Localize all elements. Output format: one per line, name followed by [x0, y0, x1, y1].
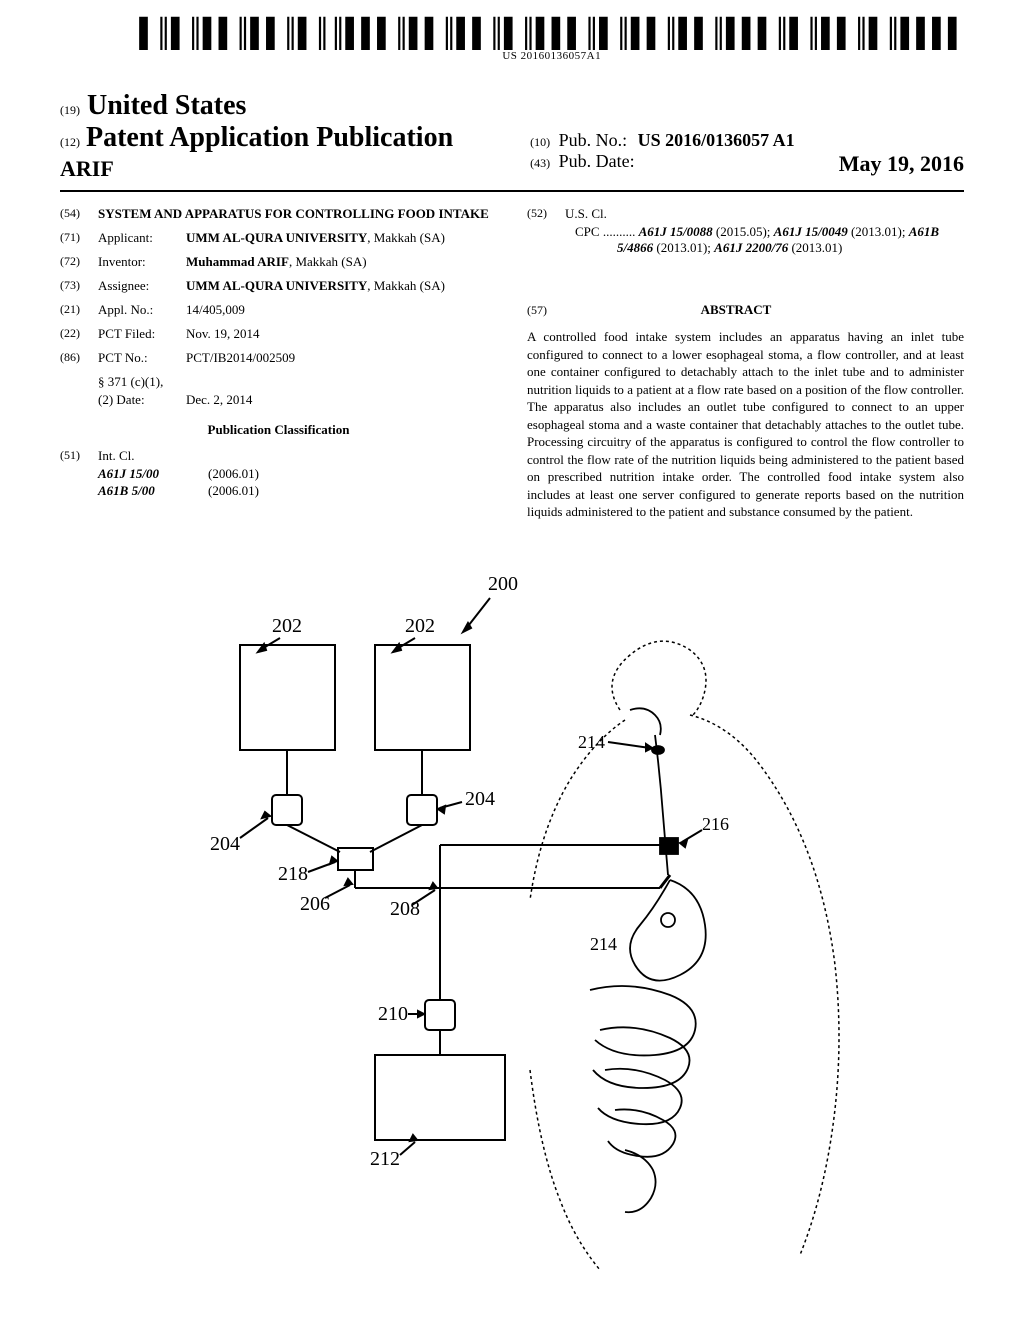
code-86: (86) — [60, 350, 98, 365]
cpc-classification: CPC .......... A61J 15/0088 (2015.05); A… — [617, 224, 964, 256]
code-73: (73) — [60, 278, 98, 293]
applno-value: 14/405,009 — [186, 302, 497, 318]
applicant-label: Applicant: — [98, 230, 186, 246]
cpc-3-date: (2013.01); — [656, 240, 711, 255]
code-71: (71) — [60, 230, 98, 245]
applicant-name: UMM AL-QURA UNIVERSITY — [186, 230, 367, 245]
ref-200: 200 — [488, 573, 518, 595]
pctno-value: PCT/IB2014/002509 — [186, 350, 497, 366]
s371-date-value: Dec. 2, 2014 — [186, 392, 497, 408]
intcl-2-code: A61B 5/00 — [98, 483, 208, 499]
left-column: (54) SYSTEM AND APPARATUS FOR CONTROLLIN… — [60, 206, 497, 521]
ref-212: 212 — [370, 1148, 400, 1170]
pub-date-value: May 19, 2016 — [839, 151, 964, 177]
ref-204b: 204 — [465, 788, 495, 810]
ref-218: 218 — [278, 863, 308, 885]
code-57: (57) — [527, 303, 547, 317]
ref-202b: 202 — [405, 615, 435, 637]
intcl-label: Int. Cl. — [98, 448, 497, 464]
code-51: (51) — [60, 448, 98, 463]
ref-206: 206 — [300, 893, 330, 915]
country-name: United States — [87, 90, 246, 121]
barcode-block: ▌║▌║▌▌║▌▌║▌║║▌▌▌║▌▌║▌▌║▌║▌▌▌║▌║▌▌║▌▌║▌▌▌… — [139, 20, 964, 62]
cpc-2: A61J 15/0049 — [774, 224, 848, 239]
s371-date-label: (2) Date: — [98, 392, 186, 408]
applno-label: Appl. No.: — [98, 302, 186, 318]
assignee-label: Assignee: — [98, 278, 186, 294]
abstract-text: A controlled food intake system includes… — [527, 328, 964, 521]
pctfiled-label: PCT Filed: — [98, 326, 186, 342]
ref-208: 208 — [390, 898, 420, 920]
pctfiled-value: Nov. 19, 2014 — [186, 326, 497, 342]
ref-210: 210 — [378, 1003, 408, 1025]
ref-216: 216 — [702, 814, 729, 834]
pub-no-label: Pub. No.: — [559, 130, 628, 150]
publication-type: Patent Application Publication — [86, 122, 453, 154]
pub-date-label: Pub. Date: — [559, 151, 635, 171]
code-12: (12) — [60, 135, 80, 150]
barcode-number: US 20160136057A1 — [139, 50, 964, 62]
cpc-1: A61J 15/0088 — [639, 224, 713, 239]
pctno-label: PCT No.: — [98, 350, 186, 366]
cpc-1-date: (2015.05); — [716, 224, 771, 239]
patent-figure: 200 202 202 204 204 — [190, 570, 870, 1290]
intcl-2-date: (2006.01) — [208, 483, 259, 499]
ref-202a: 202 — [272, 615, 302, 637]
s371-label: § 371 (c)(1), — [98, 374, 497, 390]
intcl-1-code: A61J 15/00 — [98, 466, 208, 482]
code-21: (21) — [60, 302, 98, 317]
code-54: (54) — [60, 206, 98, 221]
abstract-heading: ABSTRACT — [550, 302, 921, 318]
invention-title: SYSTEM AND APPARATUS FOR CONTROLLING FOO… — [98, 206, 497, 222]
content-columns: (54) SYSTEM AND APPARATUS FOR CONTROLLIN… — [60, 206, 964, 521]
cpc-4-date: (2013.01) — [791, 240, 842, 255]
assignee-name: UMM AL-QURA UNIVERSITY — [186, 278, 367, 293]
ref-214b: 214 — [590, 934, 617, 954]
pub-classification-heading: Publication Classification — [60, 422, 497, 438]
ref-214a: 214 — [578, 732, 605, 752]
code-10: (10) — [530, 135, 550, 149]
code-52: (52) — [527, 206, 565, 221]
ref-204a: 204 — [210, 833, 240, 855]
code-22: (22) — [60, 326, 98, 341]
inventor-location: , Makkah (SA) — [289, 254, 367, 269]
inventor-label: Inventor: — [98, 254, 186, 270]
code-19: (19) — [60, 103, 80, 117]
pub-no-value: US 2016/0136057 A1 — [638, 130, 795, 150]
cpc-2-date: (2013.01); — [851, 224, 906, 239]
cpc-4: A61J 2200/76 — [714, 240, 788, 255]
barcode-graphic: ▌║▌║▌▌║▌▌║▌║║▌▌▌║▌▌║▌▌║▌║▌▌▌║▌║▌▌║▌▌║▌▌▌… — [139, 20, 964, 48]
inventor-name: Muhammad ARIF — [186, 254, 289, 269]
header-rule — [60, 190, 964, 192]
assignee-location: , Makkah (SA) — [367, 278, 445, 293]
applicant-location: , Makkah (SA) — [367, 230, 445, 245]
intcl-1-date: (2006.01) — [208, 466, 259, 482]
uscl-label: U.S. Cl. — [565, 206, 964, 222]
cpc-label: CPC .......... — [575, 224, 635, 239]
code-43: (43) — [530, 156, 550, 170]
right-column: (52) U.S. Cl. CPC .......... A61J 15/008… — [527, 206, 964, 521]
author-name: ARIF — [60, 156, 494, 182]
code-72: (72) — [60, 254, 98, 269]
patent-header: (19) United States (12) Patent Applicati… — [60, 90, 964, 182]
